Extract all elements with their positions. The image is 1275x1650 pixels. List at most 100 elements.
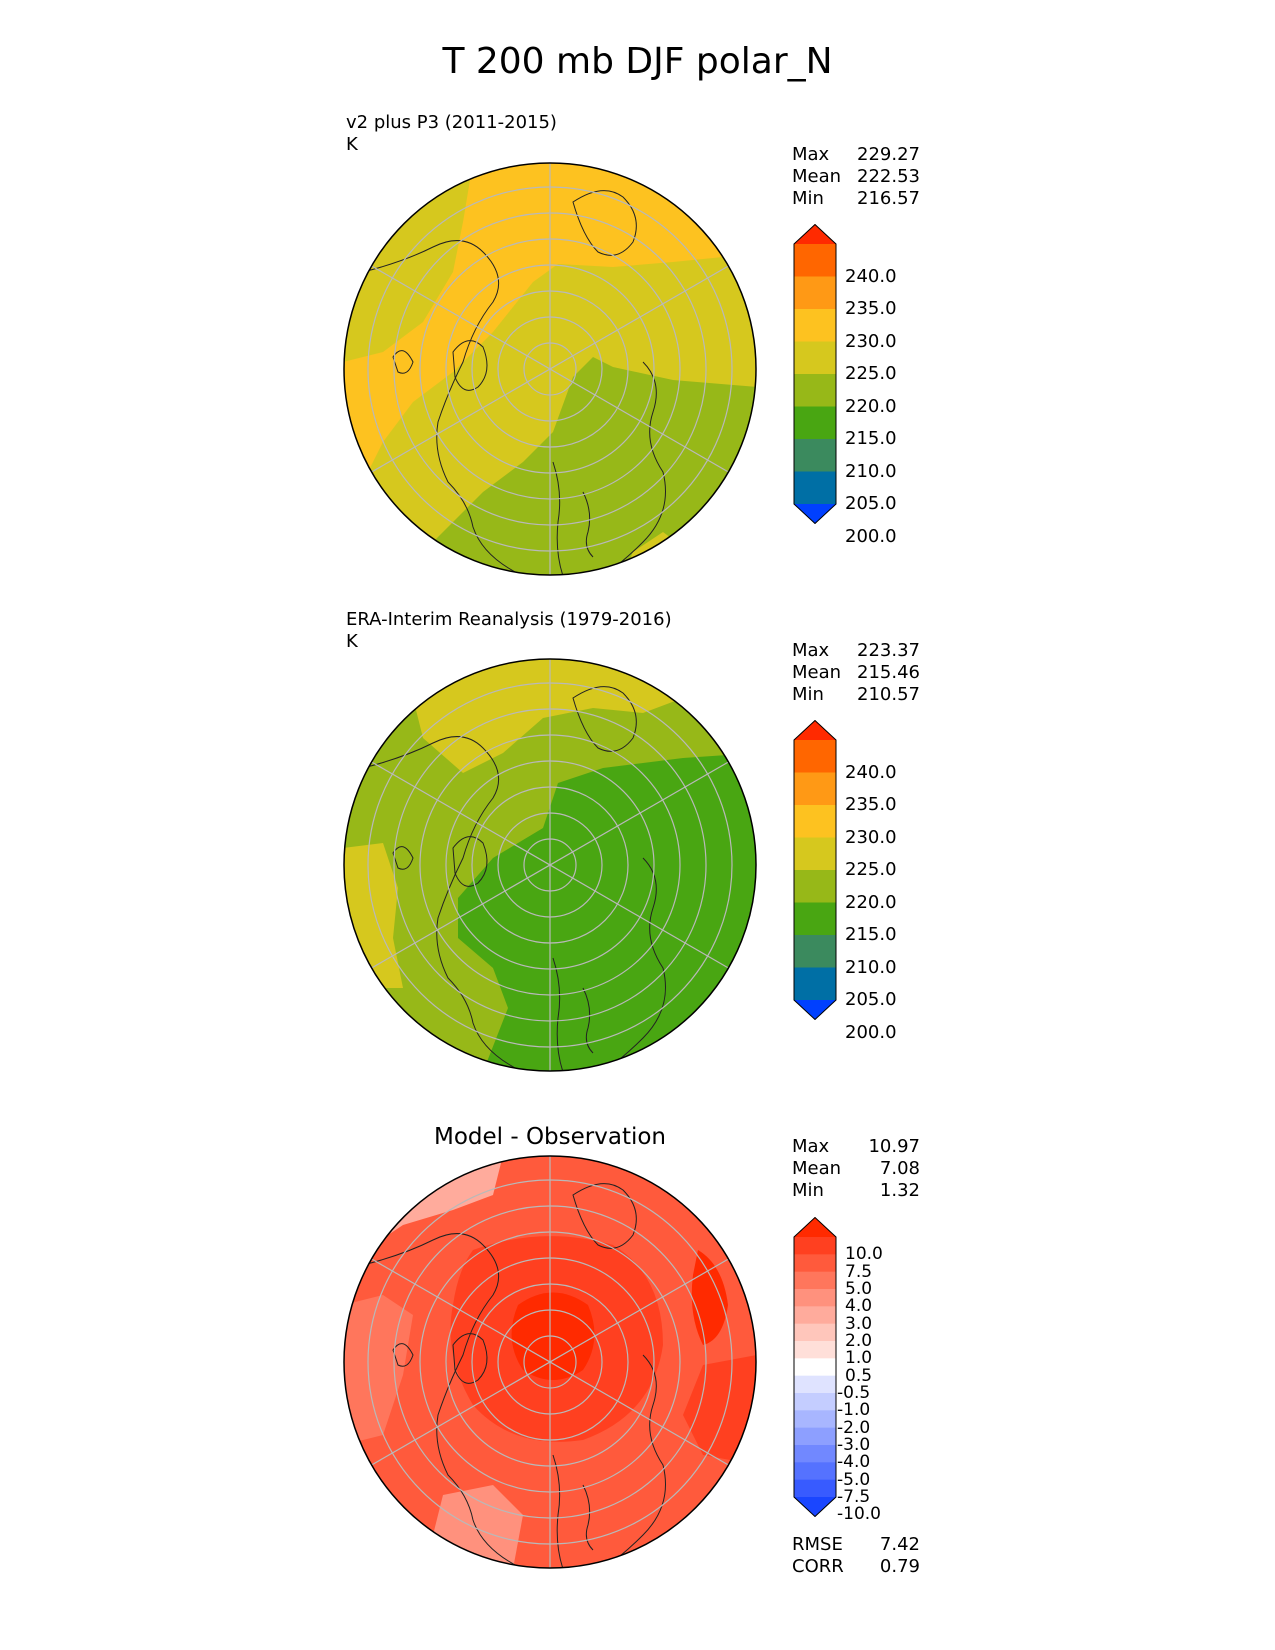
colorbar-tick-label: 205.0 [845,493,897,514]
stat-max-value: 229.27 [857,144,920,165]
stat-min-label: Min [792,188,824,209]
panel-test-stats: Max 229.27 Mean 222.53 Min 216.57 [792,144,920,210]
metric-rmse-label: RMSE [792,1534,843,1555]
colorbar-swatch [794,1462,836,1481]
colorbar-swatch [794,967,836,1001]
stat-max-value: 223.37 [857,640,920,661]
colorbar-tick-label: 225.0 [845,859,897,880]
colorbar-tick-label: 210.0 [845,956,897,978]
coastlines [362,190,666,575]
colorbar-swatch [794,805,836,839]
colorbar-swatch [794,1410,836,1429]
colorbar-tick-label: 205.0 [845,989,897,1010]
colorbar-tick-label: 240.0 [845,761,897,783]
colorbar-swatch [794,406,836,440]
colorbar-swatch [794,1254,836,1273]
colorbar-swatch [794,244,836,278]
colorbar-tick-label: 215.0 [845,924,897,945]
metric-corr-label: CORR [792,1556,844,1577]
colorbar-swatch [794,837,836,871]
stat-mean-value: 215.46 [857,662,920,683]
colorbar-swatch [794,1427,836,1446]
polar-map-ref [343,658,757,1072]
colorbar-extend-top [794,224,836,244]
stat-min-label: Min [792,684,824,705]
panel-test-units: K [346,134,358,155]
stat-mean-label: Mean [792,166,842,187]
colorbar-tick-label: 200.0 [845,1021,897,1043]
colorbar-outline [793,1216,837,1518]
colorbar-swatch [794,1237,836,1255]
colorbar-outline [793,719,837,1021]
colorbar-outline [793,223,837,525]
graticule [367,163,733,575]
colorbar-tick-label: 230.0 [845,330,897,352]
colorbar-swatch [794,902,836,936]
coastlines [362,1183,666,1568]
colorbar-swatch [794,276,836,310]
colorbar-swatch [794,1306,836,1325]
colorbar-swatch [794,1271,836,1290]
colorbar-tick-label: 220.0 [845,395,897,417]
colorbar-swatch [794,439,836,473]
graticule [367,659,733,1071]
polar-map-diff [343,1155,757,1569]
stat-mean-label: Mean [792,1158,842,1179]
colorbar-tick-label: 10.0 [845,1244,883,1265]
colorbar-tick-label: 3.0 [845,1313,873,1334]
colorbar-tick-label: 230.0 [845,826,897,848]
panel-ref-title: ERA-Interim Reanalysis (1979-2016) [346,609,672,630]
colorbar-test-swatches [793,223,837,525]
colorbar-diff [792,1216,838,1521]
stat-max-label: Max [792,144,830,165]
panel-ref-units: K [346,631,358,652]
colorbar-tick-label: 7.5 [845,1261,873,1282]
panel-ref-stats: Max 223.37 Mean 215.46 Min 210.57 [792,640,920,706]
colorbar-tick-label: 240.0 [845,265,897,287]
colorbar-tick-label: 4.0 [845,1296,873,1317]
polar-map-test [343,162,757,576]
colorbar-swatch [794,870,836,904]
panel-diff-title: Model - Observation [433,1124,667,1150]
colorbar-swatch [794,1323,836,1342]
stat-mean-value: 222.53 [857,166,920,187]
colorbar-tick-label: -10.0 [837,1504,881,1525]
panel-diff-metrics: RMSE 7.42 CORR 0.79 [792,1534,920,1578]
colorbar-swatch [794,1445,836,1463]
panel-diff-stats: Max 10.97 Mean 7.08 Min 1.32 [792,1136,920,1202]
colorbar-tick-label: -1.0 [837,1400,871,1421]
stat-mean-value: 7.08 [879,1158,920,1179]
graticule [367,1156,733,1568]
stat-max-label: Max [792,640,830,661]
stat-min-value: 216.57 [857,188,920,209]
colorbar-swatch [794,1289,836,1307]
colorbar-extend-top [794,1217,836,1237]
colorbar-tick-label: -0.5 [837,1383,871,1403]
colorbar-swatch [794,1375,836,1394]
figure-title: T 200 mb DJF polar_N [442,41,833,82]
stat-max-label: Max [792,1136,830,1157]
colorbar-swatch [794,471,836,505]
stat-min-value: 1.32 [879,1180,920,1201]
colorbar-swatch [794,772,836,806]
colorbar-tick-label: 235.0 [845,298,897,319]
colorbar-extend-bottom [794,504,836,524]
colorbar-swatch [794,935,836,969]
colorbar-swatch [794,1393,836,1411]
stat-min-value: 210.57 [857,684,920,705]
colorbar-tick-label: -2.0 [837,1417,871,1438]
colorbar-tick-label: 210.0 [845,460,897,482]
colorbar-tick-label: -7.5 [837,1487,871,1507]
colorbar-swatch [794,374,836,408]
coastlines [362,686,666,1071]
colorbar-tick-label: -5.0 [837,1469,871,1490]
colorbar-tick-label: 2.0 [845,1331,873,1351]
colorbar-tick-label: 0.5 [845,1365,873,1386]
colorbar-tick-label: 225.0 [845,363,897,384]
colorbar-extend-top [794,720,836,740]
colorbar-tick-label: 235.0 [845,794,897,815]
stat-min-label: Min [792,1180,824,1201]
colorbar-extend-bottom [794,1000,836,1020]
colorbar-test [792,223,838,528]
colorbar-swatch [794,1341,836,1359]
